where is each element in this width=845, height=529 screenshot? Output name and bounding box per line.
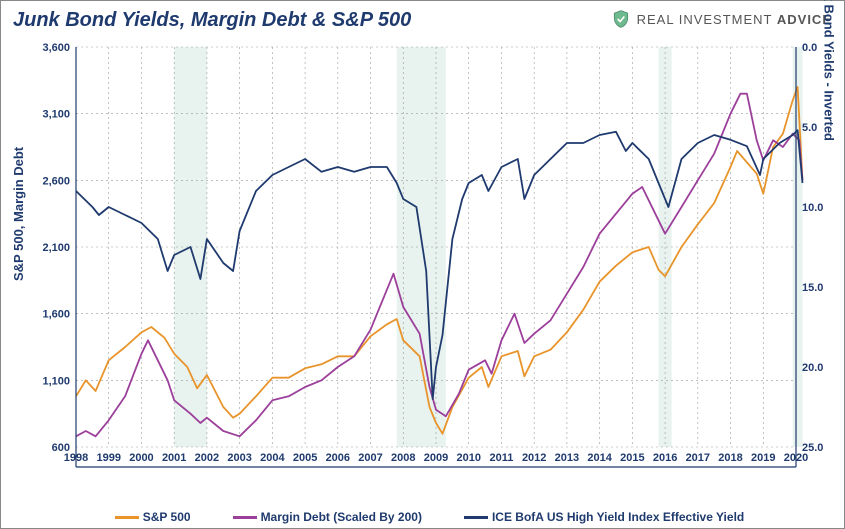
svg-text:2018: 2018	[718, 452, 742, 464]
y-axis-left-label: S&P 500, Margin Debt	[11, 147, 26, 281]
svg-text:2019: 2019	[751, 452, 775, 464]
legend-item: S&P 500	[101, 510, 191, 524]
svg-text:2003: 2003	[227, 452, 251, 464]
svg-text:3,100: 3,100	[42, 109, 70, 121]
svg-text:20.0: 20.0	[802, 362, 823, 374]
brand-text: REAL INVESTMENT ADVICE	[637, 12, 832, 27]
svg-text:10.0: 10.0	[802, 202, 823, 214]
y-axis-right-label: Junk Bond Yields - Inverted	[821, 0, 836, 141]
svg-text:3,600: 3,600	[42, 42, 70, 54]
svg-text:2011: 2011	[490, 452, 514, 464]
svg-text:2013: 2013	[555, 452, 579, 464]
svg-text:2009: 2009	[424, 452, 448, 464]
svg-text:2005: 2005	[293, 452, 317, 464]
svg-text:2012: 2012	[522, 452, 546, 464]
chart-title: Junk Bond Yields, Margin Debt & S&P 500	[13, 9, 411, 32]
svg-text:2016: 2016	[653, 452, 677, 464]
svg-text:0.0: 0.0	[802, 42, 817, 54]
svg-text:2006: 2006	[326, 452, 350, 464]
svg-text:1,600: 1,600	[42, 309, 70, 321]
legend-item: ICE BofA US High Yield Index Effective Y…	[450, 510, 744, 524]
svg-text:2010: 2010	[456, 452, 480, 464]
legend-swatch	[115, 516, 139, 519]
svg-text:15.0: 15.0	[802, 282, 823, 294]
svg-text:2017: 2017	[686, 452, 710, 464]
svg-text:2004: 2004	[260, 452, 285, 464]
svg-text:2,600: 2,600	[42, 175, 70, 187]
svg-text:2002: 2002	[195, 452, 219, 464]
legend-swatch	[233, 516, 257, 519]
chart-container: Junk Bond Yields, Margin Debt & S&P 500 …	[0, 0, 845, 529]
shield-icon	[611, 9, 631, 29]
svg-text:2008: 2008	[391, 452, 415, 464]
legend-swatch	[464, 516, 488, 519]
plot-area: 6001,1001,6002,1002,6003,1003,600 0.05.0…	[76, 47, 796, 467]
svg-text:2014: 2014	[587, 452, 612, 464]
svg-text:2015: 2015	[620, 452, 644, 464]
brand-logo: REAL INVESTMENT ADVICE	[611, 9, 832, 29]
svg-text:2007: 2007	[358, 452, 382, 464]
svg-text:2000: 2000	[129, 452, 153, 464]
legend: S&P 500 Margin Debt (Scaled By 200) ICE Bo…	[1, 510, 844, 524]
svg-text:2,100: 2,100	[42, 242, 70, 254]
svg-text:1999: 1999	[96, 452, 120, 464]
legend-item: Margin Debt (Scaled By 200)	[219, 510, 422, 524]
svg-text:1,100: 1,100	[42, 375, 70, 387]
svg-text:2001: 2001	[162, 452, 186, 464]
svg-text:5.0: 5.0	[802, 122, 817, 134]
